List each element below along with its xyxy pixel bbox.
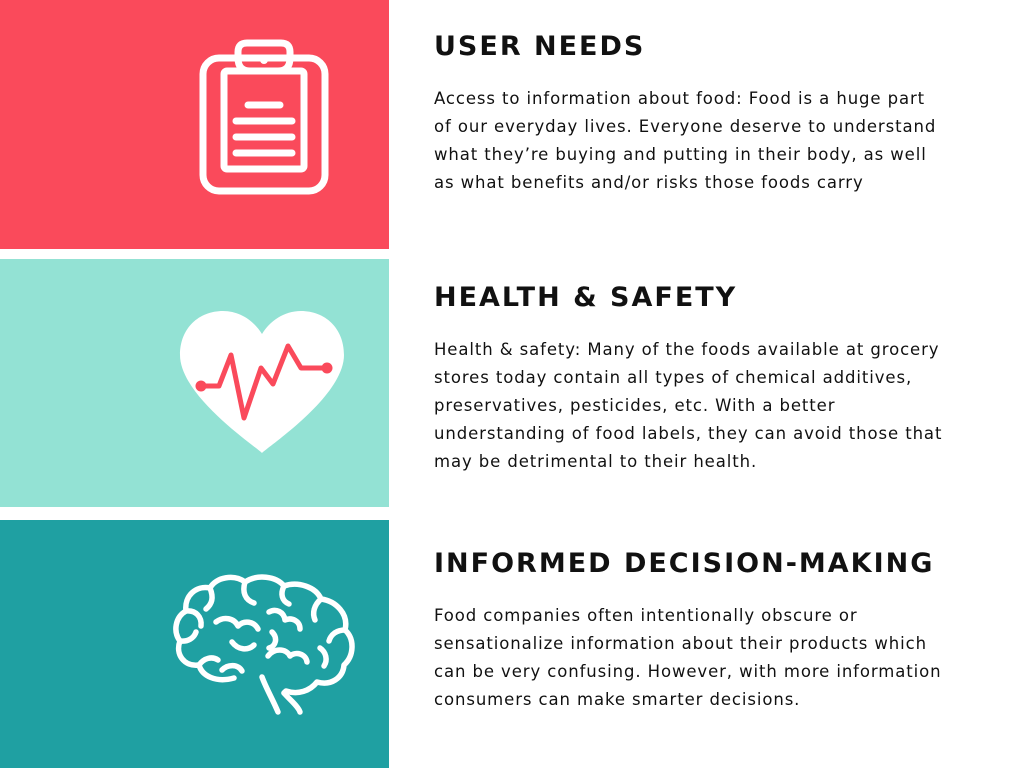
decision-making-body: Food companies often intentionally obscu… (434, 606, 942, 709)
brain-icon (172, 572, 358, 717)
health-safety-heading: HEALTH & SAFETY (434, 282, 738, 313)
clipboard-icon (198, 38, 330, 196)
decision-making-heading: INFORMED DECISION-MAKING (434, 548, 935, 579)
decision-making-section: INFORMED DECISION-MAKING Food companies … (434, 545, 954, 714)
health-safety-section: HEALTH & SAFETY Health & safety: Many of… (434, 279, 954, 476)
heartbeat-icon (177, 310, 347, 455)
user-needs-panel (0, 0, 389, 249)
health-safety-body: Health & safety: Many of the foods avail… (434, 340, 943, 471)
user-needs-heading: USER NEEDS (434, 31, 646, 62)
user-needs-section: USER NEEDS Access to information about f… (434, 28, 954, 197)
user-needs-body: Access to information about food: Food i… (434, 89, 937, 192)
health-safety-panel (0, 259, 389, 507)
decision-making-panel (0, 520, 389, 768)
